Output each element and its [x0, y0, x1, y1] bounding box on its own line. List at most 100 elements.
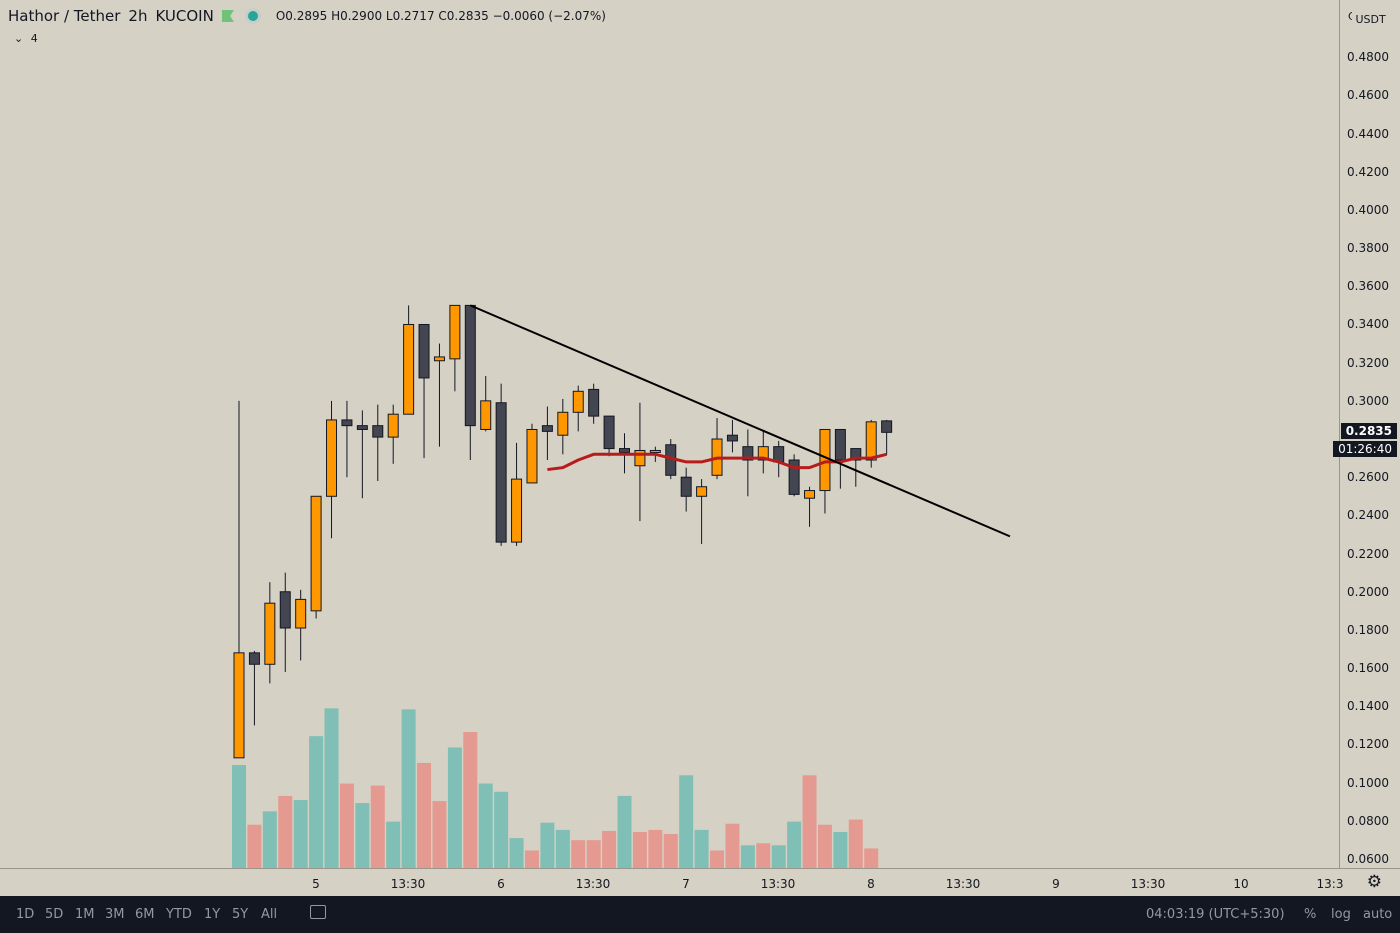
volume-bar [586, 840, 601, 868]
range-button-1d[interactable]: 1D [16, 907, 35, 922]
candle-body [680, 476, 692, 497]
candle-body [757, 446, 769, 461]
range-button-5y[interactable]: 5Y [232, 907, 249, 922]
candle-body [819, 428, 831, 492]
volume-bar [787, 821, 802, 868]
volume-bar [463, 732, 478, 868]
range-button-all[interactable]: All [261, 907, 278, 922]
volume-bar [725, 823, 740, 868]
candle-body [295, 598, 307, 629]
time-tick-label: 13:30 [390, 877, 426, 891]
price-axis[interactable]: C USDT 0.4800 0.4600 0.4400 0.4200 0.4000 0.3… [1333, 0, 1400, 868]
candle-body [881, 420, 893, 433]
candle-body [310, 495, 322, 612]
range-button-3m[interactable]: 3M [105, 907, 125, 922]
indicators-toggle[interactable]: ⌄ 4 [14, 32, 38, 45]
candle-body [387, 413, 399, 438]
time-tick-label: 6 [497, 877, 505, 891]
volume-bar [324, 708, 339, 868]
price-chart[interactable] [0, 0, 1339, 868]
candle-body [865, 421, 877, 461]
market-status-icon[interactable] [247, 11, 258, 21]
candle-body [742, 446, 754, 461]
candle-body [696, 486, 708, 497]
last-price-tag: 0.2835 [1340, 423, 1397, 439]
bottom-toolbar: 1D 5D 1M 3M 6M YTD 1Y 5Y All 04:03:19 (UTC+5:30)… [0, 896, 1400, 933]
time-tick-label: 13:30 [945, 877, 981, 891]
range-button-6m[interactable]: 6M [135, 907, 155, 922]
volume-bar [740, 845, 755, 868]
volume-bar [802, 775, 817, 868]
price-tick-label: 0.2600 [1347, 470, 1389, 485]
time-tick-label: 13:3 [1316, 877, 1344, 891]
range-button-1y[interactable]: 1Y [204, 907, 221, 922]
volume-bar [401, 709, 416, 868]
price-tick-label: 0.1600 [1347, 661, 1389, 676]
candle-body [619, 448, 630, 453]
candle-body [464, 304, 476, 427]
price-tick-label: 0.3800 [1347, 241, 1389, 256]
log-toggle[interactable]: log [1331, 907, 1351, 922]
candle-body [557, 411, 569, 436]
auto-toggle[interactable]: auto [1363, 907, 1393, 922]
candle-body [572, 390, 584, 413]
range-button-5d[interactable]: 5D [45, 907, 64, 922]
candle-body [850, 448, 862, 461]
volume-bar [540, 822, 555, 868]
volume-bar [833, 831, 848, 868]
price-tick-label: 0.2200 [1347, 546, 1389, 561]
volume-bar [478, 783, 493, 868]
candle-body [403, 323, 415, 415]
candle-body [372, 425, 384, 438]
price-tick-label: 0.4600 [1347, 88, 1389, 103]
candle-body [326, 419, 338, 497]
range-button-1m[interactable]: 1M [75, 907, 95, 922]
price-tick-label: 0.3000 [1347, 393, 1389, 408]
volume-bar [694, 829, 709, 868]
volume-bar [524, 850, 539, 868]
candle-body [341, 419, 353, 427]
candle-body [233, 652, 245, 759]
chart-area[interactable]: Hathor / Tether 2h KUCOIN O0.2895 H0.290… [0, 0, 1339, 868]
range-button-ytd[interactable]: YTD [166, 907, 192, 922]
symbol-name[interactable]: Hathor / Tether [8, 7, 121, 25]
time-tick-label: 13:30 [760, 877, 796, 891]
currency-text: USDT [1355, 13, 1386, 26]
currency-label[interactable]: C USDT [1348, 10, 1386, 26]
interval[interactable]: 2h [128, 7, 148, 25]
volume-bar [756, 843, 771, 868]
chevron-down-icon: ⌄ [14, 32, 24, 45]
price-tick-label: 0.3600 [1347, 279, 1389, 294]
price-tick-label: 0.0600 [1347, 852, 1389, 866]
gear-icon[interactable]: ⚙ [1366, 872, 1382, 892]
chart-legend: Hathor / Tether 2h KUCOIN O0.2895 H0.290… [8, 7, 606, 25]
price-tick-label: 0.1200 [1347, 737, 1389, 752]
trendline [469, 304, 1011, 538]
volume-bar [663, 834, 678, 868]
candle-body [279, 591, 291, 629]
volume-bar [864, 848, 879, 868]
volume-bar [771, 845, 786, 868]
volume-bar [494, 791, 509, 868]
exchange-name: KUCOIN [155, 7, 214, 25]
volume-bar [232, 765, 246, 868]
candle-body [495, 402, 507, 543]
clock[interactable]: 04:03:19 (UTC+5:30) [1146, 907, 1285, 922]
price-tick-label: 0.3200 [1347, 355, 1389, 370]
candle-body [804, 490, 816, 499]
volume-bar [710, 850, 725, 868]
volume-bar [339, 783, 354, 868]
volume-bar [617, 795, 632, 868]
time-axis[interactable]: 5 13:30 6 13:30 7 13:30 8 13:30 9 13:30 10 13:3 ⚙ [0, 868, 1400, 896]
indicators-count: 4 [30, 32, 38, 45]
time-tick-label: 13:30 [1130, 877, 1166, 891]
calendar-icon[interactable] [310, 905, 326, 919]
candle-body [264, 602, 276, 665]
volume-bar [278, 795, 293, 868]
price-tick-label: 0.2400 [1347, 508, 1389, 523]
time-tick-label: 7 [682, 877, 690, 891]
price-tick-label: 0.4200 [1347, 164, 1389, 179]
candle-body [248, 652, 260, 665]
percent-toggle[interactable]: % [1304, 907, 1317, 922]
time-tick-label: 8 [867, 877, 875, 891]
